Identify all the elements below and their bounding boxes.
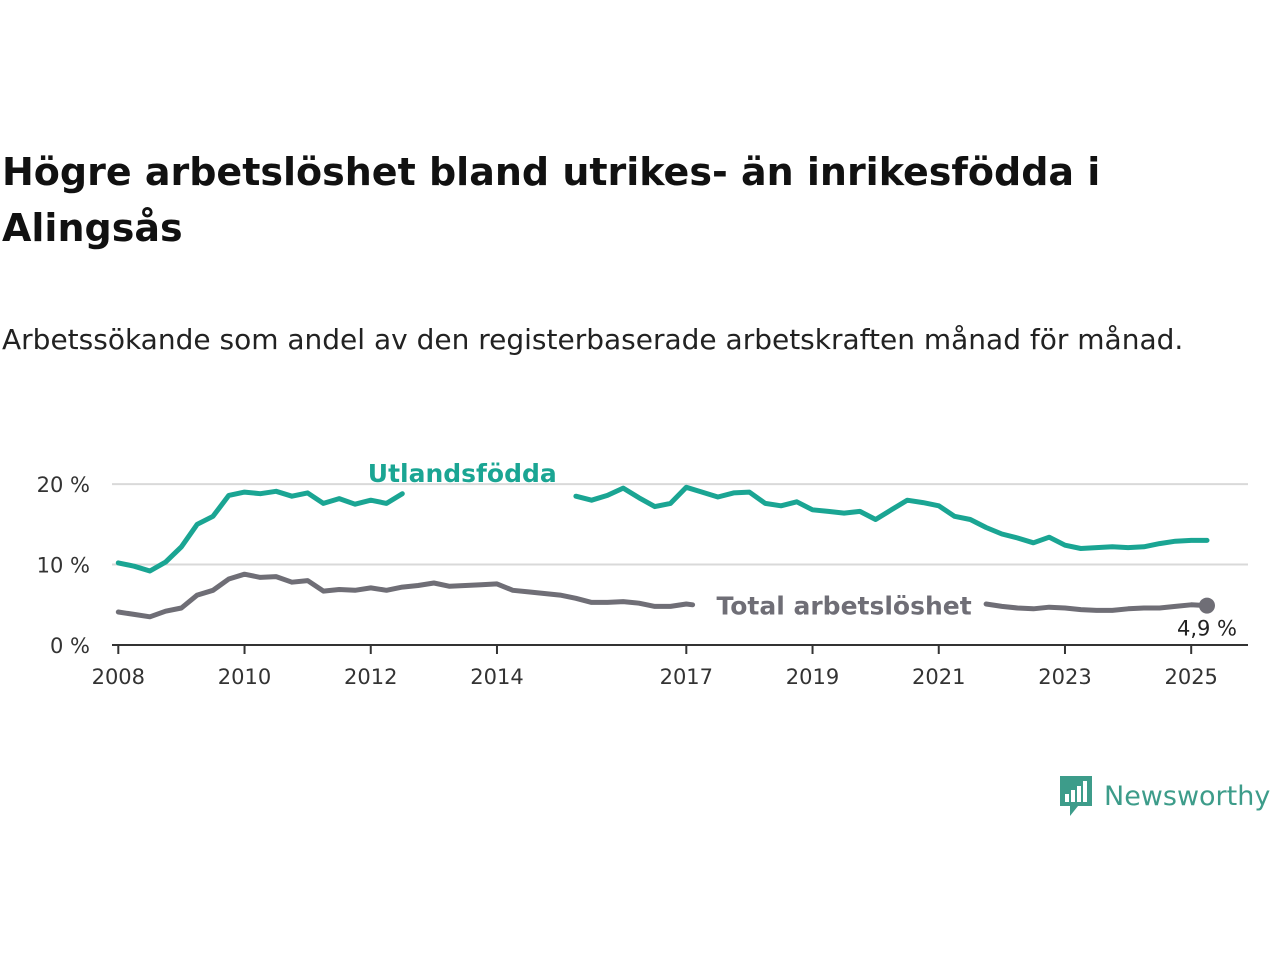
- brand-logo: Newsworthy: [1058, 772, 1270, 820]
- x-tick-label: 2023: [1038, 665, 1091, 689]
- x-tick-label: 2008: [92, 665, 145, 689]
- series-line-utlandsfodda: [115, 484, 1210, 574]
- x-tick-label: 2017: [660, 665, 713, 689]
- x-tick-label: 2021: [912, 665, 965, 689]
- x-tick-label: 2019: [786, 665, 839, 689]
- series-lines: [115, 484, 1215, 620]
- y-tick-label: 0 %: [50, 634, 90, 658]
- end-value-label: 4,9 %: [1177, 617, 1237, 641]
- x-tick-label: 2025: [1164, 665, 1217, 689]
- x-tick-label: 2012: [344, 665, 397, 689]
- y-tick-label: 20 %: [37, 473, 90, 497]
- axes: 0 % 10 % 20 % 2008 2010 2012 2014 2017 2019 2021 2…: [37, 473, 1248, 689]
- x-tick-label: 2010: [218, 665, 271, 689]
- bar-chart-speech-bubble-icon: [1060, 776, 1092, 816]
- gridlines: [112, 483, 1248, 566]
- series-label-utlandsfodda: Utlandsfödda: [368, 459, 557, 488]
- series-labels: Utlandsfödda Total arbetslöshet 4,9 %: [368, 459, 1237, 640]
- chart-title: Högre arbetslöshet bland utrikes- än inr…: [2, 150, 1101, 250]
- brand-name: Newsworthy: [1104, 780, 1271, 812]
- series-line-total: [115, 571, 1210, 620]
- chart-subtitle: Arbetssökande som andel av den registerb…: [2, 323, 1184, 356]
- x-tick-label: 2014: [470, 665, 523, 689]
- end-point-marker: [1198, 597, 1215, 614]
- series-label-total-arbetsloshet: Total arbetslöshet: [716, 592, 971, 621]
- y-tick-label: 10 %: [37, 554, 90, 578]
